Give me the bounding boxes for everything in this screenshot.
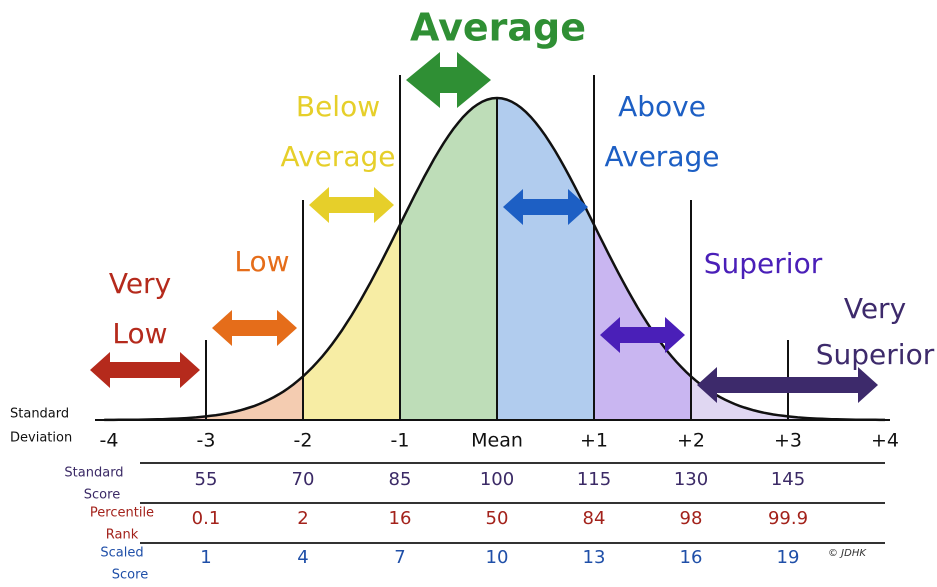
- row-value: 19: [777, 547, 800, 568]
- sd-tick-label: +1: [580, 430, 608, 452]
- double-arrow: [406, 52, 491, 108]
- row-value: 145: [771, 469, 805, 490]
- band-label: Superior: [704, 247, 823, 280]
- row-value: 1: [200, 547, 211, 568]
- sd-tick-label: +4: [871, 430, 899, 452]
- row-value: 7: [394, 547, 405, 568]
- row-label: Score: [84, 488, 120, 503]
- row-value: 115: [577, 469, 611, 490]
- sd-tick-label: +3: [774, 430, 802, 452]
- row-label: Standard: [64, 466, 123, 481]
- row-value: 99.9: [768, 508, 808, 529]
- double-arrow: [90, 352, 200, 388]
- band-label: Low: [112, 317, 167, 350]
- row-value: 2: [297, 508, 308, 529]
- row-value: 16: [389, 508, 412, 529]
- copyright: © JDHK: [828, 548, 867, 559]
- title: Average: [410, 6, 586, 50]
- band-label: Average: [605, 140, 720, 173]
- row-label: Rank: [106, 528, 139, 543]
- sd-tick-label: -4: [100, 430, 119, 452]
- band-label: Very: [844, 292, 906, 325]
- row-value: 130: [674, 469, 708, 490]
- row-value: 84: [583, 508, 606, 529]
- row-label: Percentile: [90, 506, 154, 521]
- band-label: Low: [234, 245, 289, 278]
- band-label: Superior: [816, 338, 935, 371]
- row-value: 4: [297, 547, 308, 568]
- double-arrow: [309, 187, 394, 223]
- band-fill: [497, 98, 594, 420]
- band-label: Average: [281, 140, 396, 173]
- band-label: Above: [618, 90, 706, 123]
- row-value: 50: [486, 508, 509, 529]
- sd-tick-label: -2: [294, 430, 313, 452]
- band-fill: [400, 98, 497, 420]
- row-value: 13: [583, 547, 606, 568]
- sd-tick-label: -1: [391, 430, 410, 452]
- double-arrow: [212, 310, 297, 346]
- row-value: 16: [680, 547, 703, 568]
- row-value: 0.1: [192, 508, 221, 529]
- row-value: 100: [480, 469, 514, 490]
- sd-tick-label: -3: [197, 430, 216, 452]
- row-value: 98: [680, 508, 703, 529]
- row-value: 55: [195, 469, 218, 490]
- row-label: Score: [112, 568, 148, 583]
- bell-curve-diagram: Average Very Low Low Below Average Above Avera…: [0, 0, 937, 587]
- row-label: Deviation: [10, 431, 72, 446]
- row-label: Standard: [10, 407, 69, 422]
- sd-tick-label: +2: [677, 430, 705, 452]
- band-label: Very: [109, 267, 171, 300]
- row-value: 85: [389, 469, 412, 490]
- row-label: Scaled: [100, 546, 143, 561]
- row-value: 70: [292, 469, 315, 490]
- row-value: 10: [486, 547, 509, 568]
- band-label: Below: [296, 90, 380, 123]
- sd-tick-label: Mean: [471, 430, 523, 452]
